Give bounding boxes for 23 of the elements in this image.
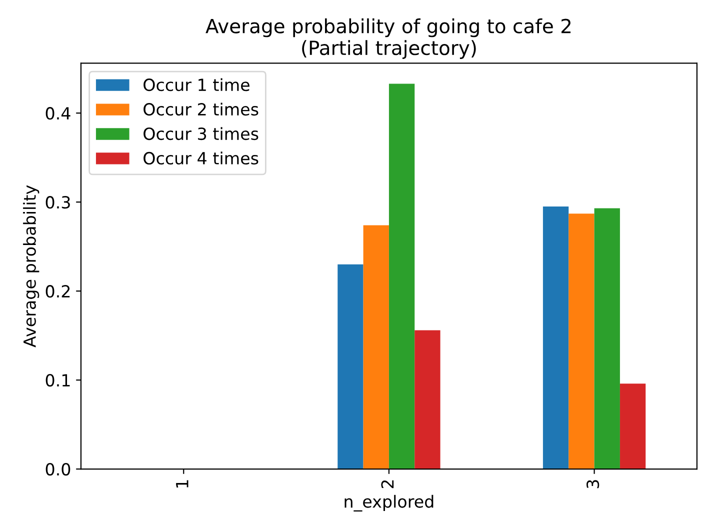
y-tick-label: 0.4	[46, 107, 70, 120]
chart-title: Average probability of going to cafe 2 (Partial trajectory)	[206, 18, 571, 59]
x-tick-label: 2	[381, 480, 394, 488]
y-tick-label: 0.2	[46, 285, 70, 298]
bar	[568, 214, 594, 470]
bar	[414, 330, 440, 470]
y-tick-label: 0.3	[46, 196, 70, 209]
x-axis-title: n_explored	[344, 494, 434, 512]
legend-label: Occur 1 time	[144, 78, 250, 92]
bar	[620, 384, 646, 470]
y-tick-label: 0.1	[46, 374, 70, 387]
bar	[338, 264, 364, 470]
y-axis-title: Average probability	[23, 185, 40, 348]
x-tick-label: 1	[176, 480, 188, 488]
x-tick-label: 3	[586, 480, 600, 488]
bar	[594, 208, 620, 470]
legend-label: Occur 4 times	[144, 152, 258, 165]
bar	[542, 206, 569, 470]
y-tick-label: 0.0	[46, 462, 70, 476]
bar	[363, 225, 389, 470]
bar	[388, 84, 415, 470]
legend-label: Occur 3 times	[144, 127, 258, 140]
legend-label: Occur 2 times	[144, 102, 258, 116]
